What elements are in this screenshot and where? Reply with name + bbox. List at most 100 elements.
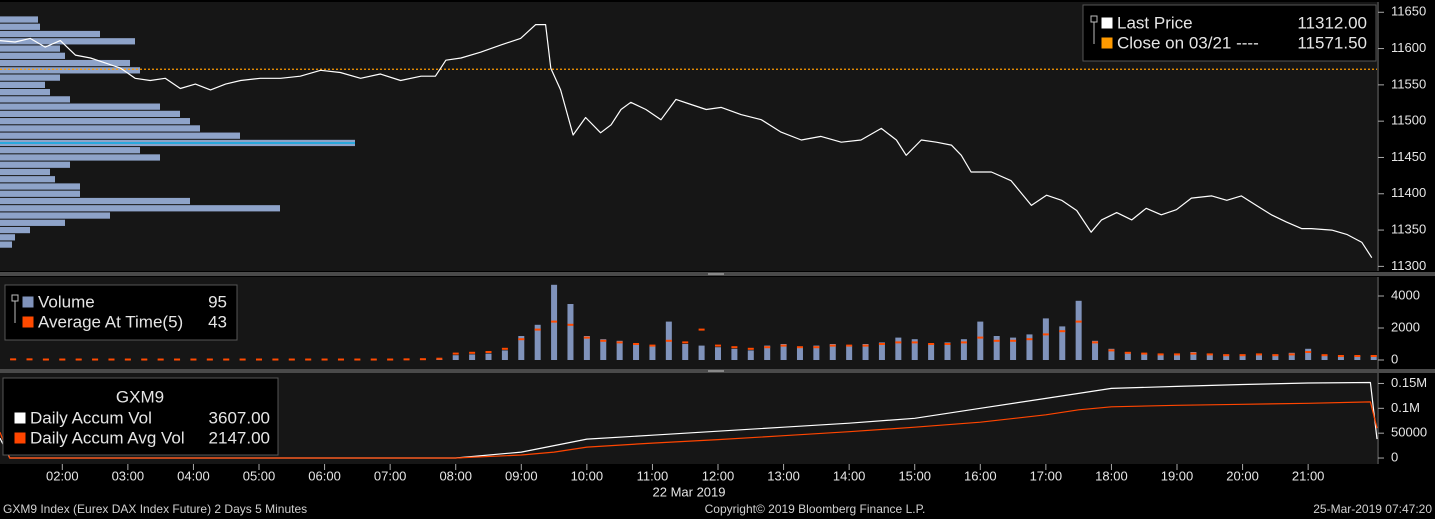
volume-bar bbox=[1370, 355, 1377, 360]
profile-bar bbox=[0, 234, 15, 241]
profile-bar bbox=[0, 103, 160, 110]
y-tick-label: 4000 bbox=[1391, 287, 1420, 302]
volume-bar bbox=[518, 336, 525, 360]
volume-bar bbox=[977, 321, 984, 360]
average-marker bbox=[534, 328, 541, 331]
average-marker bbox=[960, 341, 967, 344]
volume-bar bbox=[829, 344, 836, 360]
volume-bar bbox=[1174, 353, 1181, 360]
volume-bar bbox=[1354, 356, 1361, 360]
profile-bar bbox=[0, 154, 160, 161]
volume-bar bbox=[600, 339, 607, 360]
average-marker bbox=[928, 343, 935, 345]
average-marker bbox=[846, 344, 853, 347]
footer-center: Copyright© 2019 Bloomberg Finance L.P. bbox=[705, 502, 926, 516]
average-marker bbox=[1108, 349, 1115, 352]
legend-value: 11571.50 bbox=[1297, 33, 1367, 52]
profile-bar bbox=[0, 147, 140, 154]
x-tick-label: 07:00 bbox=[374, 468, 407, 483]
y-tick-label: 11650 bbox=[1391, 4, 1426, 19]
profile-bar bbox=[0, 88, 50, 96]
legend-swatch bbox=[21, 295, 35, 309]
average-marker bbox=[518, 338, 525, 341]
average-marker bbox=[403, 358, 410, 361]
legend-1: Volume 95 Average At Time(5) 43 bbox=[4, 284, 238, 341]
legend-swatch bbox=[13, 411, 27, 425]
average-marker bbox=[190, 358, 197, 361]
x-tick-label: 10:00 bbox=[571, 468, 604, 483]
x-tick-label: 04:00 bbox=[177, 468, 210, 483]
y-tick-label: 2000 bbox=[1391, 319, 1420, 334]
average-marker bbox=[1026, 338, 1033, 341]
average-marker bbox=[26, 358, 33, 361]
volume-bar bbox=[1272, 354, 1279, 360]
average-marker bbox=[288, 358, 295, 361]
x-tick-label: 20:00 bbox=[1226, 468, 1259, 483]
profile-bar bbox=[0, 176, 55, 183]
profile-bar bbox=[0, 241, 12, 248]
series-line bbox=[0, 381, 1378, 459]
average-marker bbox=[1124, 351, 1131, 354]
legend-box bbox=[2, 377, 279, 456]
average-marker bbox=[764, 346, 771, 349]
average-marker bbox=[780, 344, 787, 347]
x-tick-label: 16:00 bbox=[964, 468, 997, 483]
volume-bar bbox=[846, 345, 853, 360]
average-marker bbox=[141, 358, 148, 361]
average-marker bbox=[1075, 320, 1082, 323]
average-marker bbox=[321, 358, 328, 361]
profile-bar bbox=[0, 197, 190, 205]
average-marker bbox=[1305, 351, 1312, 353]
volume-bar bbox=[1255, 353, 1262, 360]
x-tick-label: 08:00 bbox=[439, 468, 472, 483]
profile-bar bbox=[0, 81, 45, 88]
legend-label: Average At Time(5) bbox=[38, 312, 183, 331]
legend-label: Last Price bbox=[1117, 13, 1193, 32]
average-marker bbox=[337, 358, 344, 361]
legend-label: Volume bbox=[38, 292, 95, 311]
volume-bar bbox=[813, 345, 820, 360]
legend-swatch bbox=[21, 315, 35, 329]
average-marker bbox=[124, 358, 131, 361]
average-marker bbox=[862, 344, 869, 347]
volume-bar bbox=[567, 304, 574, 360]
average-marker bbox=[796, 346, 803, 349]
x-tick-label: 15:00 bbox=[898, 468, 931, 483]
y-tick-label: 11400 bbox=[1391, 185, 1426, 200]
volume-bar bbox=[1026, 334, 1033, 360]
volume-bar bbox=[1337, 356, 1344, 360]
average-marker bbox=[993, 339, 1000, 342]
x-tick-label: 09:00 bbox=[505, 468, 538, 483]
legend-swatch bbox=[1100, 36, 1114, 50]
average-marker bbox=[206, 358, 213, 361]
x-tick-label: 12:00 bbox=[702, 468, 735, 483]
y-tick-label: 11300 bbox=[1391, 258, 1426, 273]
y-tick-label: 11600 bbox=[1391, 40, 1426, 55]
volume-bar bbox=[796, 347, 803, 360]
x-tick-label: 17:00 bbox=[1030, 468, 1063, 483]
profile-bar bbox=[0, 219, 65, 226]
volume-bar bbox=[944, 342, 951, 360]
average-marker bbox=[633, 343, 640, 345]
volume-bar bbox=[862, 344, 869, 360]
volume-bar bbox=[682, 344, 689, 360]
average-marker bbox=[223, 358, 230, 361]
average-marker bbox=[370, 358, 377, 361]
y-tick-label: 0 bbox=[1391, 449, 1398, 464]
average-marker bbox=[469, 351, 476, 354]
volume-bar bbox=[1108, 348, 1115, 360]
x-tick-label: 18:00 bbox=[1095, 468, 1128, 483]
average-marker bbox=[436, 357, 443, 360]
profile-bar bbox=[0, 118, 190, 125]
volume-bar bbox=[960, 339, 967, 360]
volume-bar bbox=[895, 337, 902, 360]
x-tick-label: 19:00 bbox=[1161, 468, 1194, 483]
volume-bar bbox=[698, 345, 705, 360]
legend-value: 43 bbox=[208, 312, 227, 331]
volume-bar bbox=[616, 340, 623, 360]
average-marker bbox=[354, 358, 361, 361]
volume-bar bbox=[469, 354, 476, 360]
average-marker bbox=[583, 336, 590, 339]
volume-bar bbox=[1190, 352, 1197, 360]
